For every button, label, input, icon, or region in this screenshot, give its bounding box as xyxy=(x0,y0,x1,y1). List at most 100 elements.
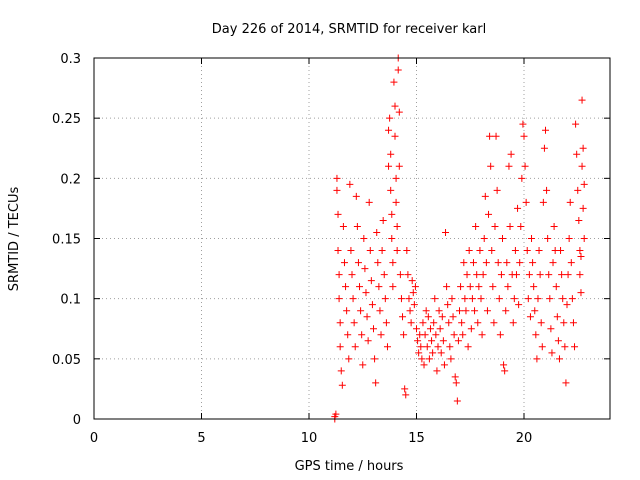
data-point xyxy=(389,259,397,267)
data-point xyxy=(457,283,465,291)
data-point xyxy=(414,337,422,345)
data-point xyxy=(462,307,470,315)
data-point xyxy=(573,150,581,158)
data-point xyxy=(337,367,345,375)
data-point xyxy=(395,108,403,116)
data-point xyxy=(529,259,537,267)
data-point xyxy=(378,247,386,255)
data-point xyxy=(466,283,474,291)
data-point xyxy=(479,271,487,279)
data-point xyxy=(392,198,400,206)
data-point xyxy=(549,259,557,267)
data-point xyxy=(354,259,362,267)
data-point xyxy=(531,307,539,315)
data-point xyxy=(538,343,546,351)
data-point xyxy=(509,319,517,327)
data-point xyxy=(334,247,342,255)
data-point xyxy=(564,271,572,279)
data-point xyxy=(488,247,496,255)
data-point xyxy=(497,271,505,279)
data-point xyxy=(394,66,402,74)
data-point xyxy=(430,319,438,327)
data-point xyxy=(445,319,453,327)
data-point xyxy=(379,216,387,224)
data-point xyxy=(555,355,563,363)
data-point xyxy=(500,361,508,369)
data-point xyxy=(483,307,491,315)
data-point xyxy=(345,355,353,363)
data-point xyxy=(446,343,454,351)
data-point xyxy=(371,355,379,363)
data-point xyxy=(536,271,544,279)
data-point xyxy=(451,373,459,381)
data-point xyxy=(491,222,499,230)
data-point xyxy=(579,204,587,212)
data-point xyxy=(525,271,533,279)
data-point xyxy=(461,295,469,303)
data-point xyxy=(339,222,347,230)
y-tick-label: 0.15 xyxy=(52,233,81,248)
data-point xyxy=(440,361,448,369)
data-point xyxy=(553,313,561,321)
data-point xyxy=(335,271,343,279)
data-point xyxy=(410,301,418,309)
data-point xyxy=(562,379,570,387)
data-point xyxy=(429,349,437,357)
data-point xyxy=(391,102,399,110)
data-point xyxy=(352,192,360,200)
data-point xyxy=(502,307,510,315)
data-point xyxy=(423,343,431,351)
data-point xyxy=(580,180,588,188)
data-point xyxy=(463,271,471,279)
data-point xyxy=(399,313,407,321)
data-point xyxy=(493,186,501,194)
data-point xyxy=(487,162,495,170)
data-point xyxy=(450,331,458,339)
data-point xyxy=(524,295,532,303)
y-tick-label: 0.2 xyxy=(60,172,81,187)
data-point xyxy=(505,162,513,170)
data-point xyxy=(349,295,357,303)
data-point xyxy=(367,277,375,285)
data-point xyxy=(506,222,514,230)
data-point xyxy=(422,307,430,315)
data-point xyxy=(469,259,477,267)
data-point xyxy=(438,313,446,321)
data-point xyxy=(359,361,367,369)
data-point xyxy=(361,265,369,273)
data-point xyxy=(432,331,440,339)
data-point xyxy=(365,198,373,206)
data-point xyxy=(340,259,348,267)
data-point xyxy=(391,132,399,140)
data-point xyxy=(401,385,409,393)
data-point xyxy=(544,235,552,242)
data-point xyxy=(503,259,511,267)
data-point xyxy=(334,210,342,218)
data-point xyxy=(580,235,588,242)
data-point xyxy=(431,295,439,303)
data-point xyxy=(375,283,383,291)
data-point xyxy=(534,295,542,303)
data-point xyxy=(460,259,468,267)
data-point xyxy=(578,162,586,170)
data-point xyxy=(539,198,547,206)
data-point xyxy=(397,295,405,303)
data-point xyxy=(511,247,519,255)
data-point xyxy=(521,162,529,170)
data-point xyxy=(351,343,359,351)
data-point xyxy=(350,319,358,327)
data-point xyxy=(499,235,506,242)
data-point xyxy=(542,126,549,134)
data-point xyxy=(543,186,551,194)
data-point xyxy=(567,259,575,267)
data-point xyxy=(443,283,451,291)
data-point xyxy=(437,349,445,357)
data-point xyxy=(385,162,393,170)
data-point xyxy=(490,319,498,327)
data-point xyxy=(476,247,484,255)
data-point xyxy=(362,289,370,297)
data-point xyxy=(548,349,556,357)
data-points xyxy=(331,54,588,423)
data-point xyxy=(405,295,413,303)
y-tick-label: 0.25 xyxy=(52,112,81,127)
